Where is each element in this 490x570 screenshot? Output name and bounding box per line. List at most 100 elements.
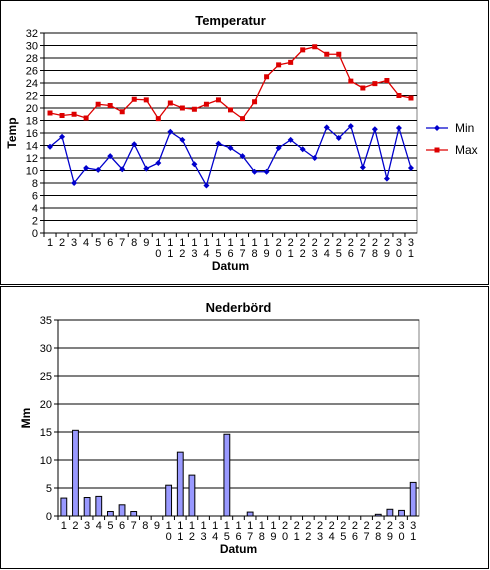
data-point xyxy=(155,116,161,122)
data-point xyxy=(264,74,270,80)
data-point xyxy=(323,124,330,131)
data-point xyxy=(95,166,102,173)
y-tick-label: 10 xyxy=(26,166,38,178)
bar xyxy=(118,504,126,517)
y-tick-label: 24 xyxy=(26,78,38,90)
data-point xyxy=(155,160,162,166)
y-tick-label: 28 xyxy=(26,53,38,65)
y-tick-label: 30 xyxy=(40,343,52,355)
y-tick-label: 0 xyxy=(32,228,38,240)
data-point xyxy=(119,166,126,173)
x-tick-label: 6 xyxy=(107,237,113,249)
x-tick-label: 7 xyxy=(131,520,137,532)
data-point xyxy=(167,128,174,135)
y-tick-label: 25 xyxy=(40,371,52,383)
y-tick-label: 18 xyxy=(26,116,38,128)
data-point xyxy=(95,101,101,107)
temperature-chart-panel: Temperatur 0 2 4 6 8 10 12 14 16 18 20 22 24 26 28 30 32 1… xyxy=(0,0,489,285)
chart-title: Temperatur xyxy=(195,13,266,28)
data-point xyxy=(335,135,342,141)
data-point xyxy=(131,141,138,148)
data-point xyxy=(167,100,173,106)
x-tick-label: 2 xyxy=(72,520,78,532)
data-point xyxy=(347,123,354,130)
data-point xyxy=(311,155,318,161)
x-tick-label: 1 xyxy=(61,520,67,532)
data-point xyxy=(203,101,209,107)
bar xyxy=(95,495,103,517)
x-tick-label: 9 xyxy=(143,237,149,249)
x-tick-label: 3 xyxy=(71,237,77,249)
bar xyxy=(72,429,79,517)
x-tick-label: 7 xyxy=(119,237,125,249)
y-tick-label: 14 xyxy=(26,141,38,153)
data-point xyxy=(83,165,90,171)
y-tick-label: 10 xyxy=(40,455,52,467)
y-tick-label: 4 xyxy=(32,203,38,215)
data-point xyxy=(372,81,378,87)
data-point xyxy=(215,140,222,147)
data-point xyxy=(107,103,113,108)
x-tick-label: 8 xyxy=(142,520,148,532)
y-tick-label: 2 xyxy=(32,216,38,228)
x-tick-label: 5 xyxy=(107,520,113,532)
data-point xyxy=(228,107,233,113)
x-tick-label: 5 xyxy=(95,237,101,249)
y-tick-label: 35 xyxy=(40,315,52,327)
data-point xyxy=(239,153,246,160)
legend-marker xyxy=(434,147,440,153)
data-point xyxy=(360,85,366,91)
legend-label: Max xyxy=(455,143,478,157)
temperature-chart: Temperatur024681012141618202224262830321… xyxy=(5,13,478,273)
bar xyxy=(374,513,382,517)
data-point xyxy=(276,62,282,68)
data-point xyxy=(275,145,282,151)
bar xyxy=(246,511,254,517)
data-point xyxy=(59,133,66,140)
y-axis-label: Temp xyxy=(5,117,19,148)
x-tick-label: 2 xyxy=(59,237,65,249)
data-point xyxy=(143,97,149,103)
y-axis-label: Mm xyxy=(19,408,33,429)
legend-label: Min xyxy=(455,121,474,135)
data-point xyxy=(408,95,414,101)
bar xyxy=(223,433,231,517)
x-tick-label: 9 xyxy=(154,520,160,532)
bar xyxy=(386,508,394,517)
data-point xyxy=(191,106,197,112)
data-point xyxy=(240,116,246,122)
data-point xyxy=(395,125,402,131)
plot-area xyxy=(57,319,420,517)
x-tick-label: 1 xyxy=(47,237,53,249)
bar xyxy=(398,509,405,517)
x-tick-label: 8 xyxy=(131,237,137,249)
bar xyxy=(106,511,114,517)
data-point xyxy=(348,78,354,84)
data-point xyxy=(119,109,125,115)
data-point xyxy=(300,47,306,53)
